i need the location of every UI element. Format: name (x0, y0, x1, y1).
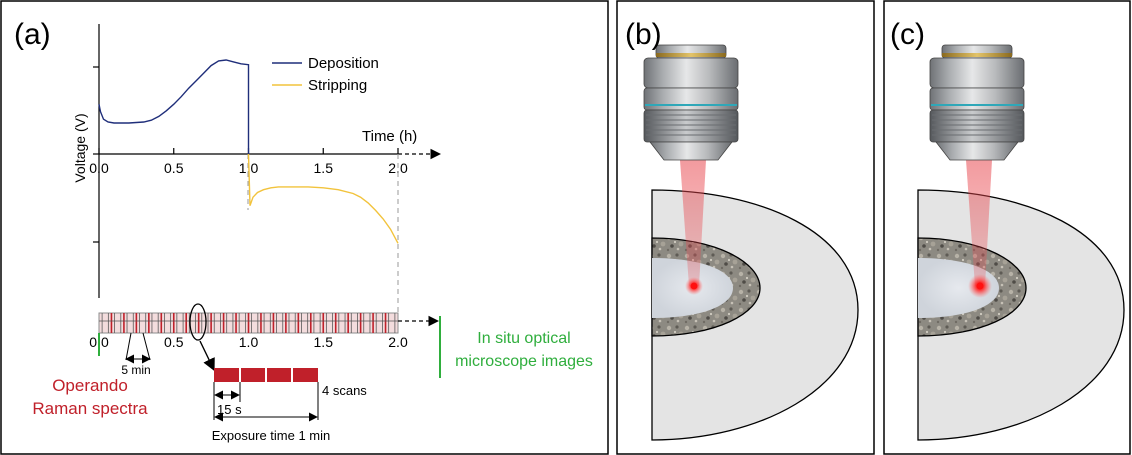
timeline-tick-group: 0.00.51.01.52.0 (89, 334, 408, 350)
objective-lens-c (929, 44, 1025, 161)
interval-bracket-left (125, 332, 132, 361)
laser-beam (680, 160, 706, 286)
x-tick-label: 1.5 (314, 160, 334, 176)
zoom-ellipse (189, 303, 207, 341)
panel-b-label: (b) (625, 18, 662, 51)
legend-label-deposition: Deposition (308, 55, 379, 72)
timeline-tick-label: 1.0 (239, 334, 259, 350)
panel-a-frame (0, 0, 609, 455)
panel-c-frame (883, 0, 1131, 455)
panel-c-label: (c) (890, 18, 925, 51)
interval-label: 5 min (121, 363, 150, 377)
objective-lens-b (643, 44, 739, 161)
laser-beam (966, 160, 992, 286)
optical-label-line1: In situ optical (477, 330, 570, 347)
scan-interval-label: 15 s (217, 402, 242, 417)
timeline-tick-label: 0.5 (164, 334, 184, 350)
interval-bracket-right (142, 332, 151, 361)
laser-spot (976, 282, 984, 290)
timeline-tick-label: 2.0 (388, 334, 408, 350)
scans-label: 4 scans (322, 383, 367, 398)
x-tick-label: 0.5 (164, 160, 184, 176)
raman-label-line1: Operando (52, 376, 128, 395)
x-axis-label: Time (h) (362, 128, 417, 145)
series-line-deposition (98, 59, 250, 154)
laser-spot (690, 282, 698, 290)
legend-label-stripping: Stripping (308, 77, 367, 94)
zoom-arrow (199, 340, 215, 372)
timeline-stripes (99, 313, 398, 333)
exposure-label: Exposure time 1 min (212, 428, 331, 443)
optical-label-line2: microscope images (455, 353, 593, 370)
panel-c-illustration (917, 44, 1125, 441)
timeline-tick-label: 1.5 (314, 334, 334, 350)
x-tick-label: 0.0 (89, 160, 109, 176)
series-group (98, 59, 399, 244)
y-axis-label: Voltage (V) (72, 113, 88, 182)
panel-a-label: (a) (14, 18, 51, 51)
panel-b-illustration (643, 44, 859, 441)
panel-b-frame (616, 0, 875, 455)
raman-label-line2: Raman spectra (32, 399, 148, 418)
series-line-stripping (247, 153, 399, 244)
